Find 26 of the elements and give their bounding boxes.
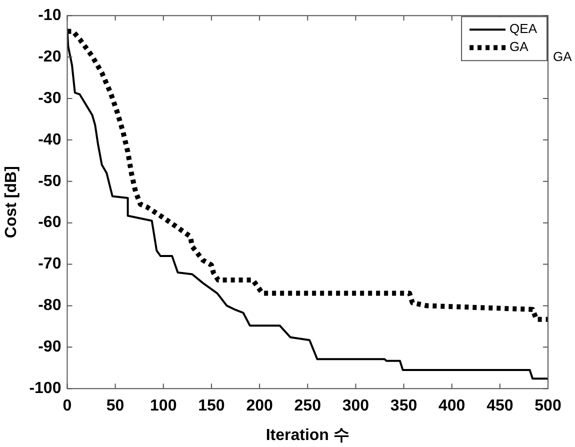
y-tick-label: -30: [38, 90, 62, 107]
y-tick-label: -20: [38, 48, 62, 66]
y-tick-label: -100: [29, 380, 62, 398]
x-tick-label: 300: [342, 398, 370, 415]
x-tick-label: 200: [246, 398, 273, 415]
y-tick-label: -10: [38, 7, 62, 24]
legend-label: GA: [510, 39, 529, 54]
legend-label: QEA: [510, 21, 538, 36]
x-tick-label: 350: [390, 398, 418, 415]
text: GA: [553, 49, 572, 64]
x-tick-label: 500: [534, 398, 562, 415]
x-tick-label: 100: [150, 398, 177, 415]
x-tick-label: 250: [294, 398, 322, 415]
y-tick-label: -80: [38, 297, 62, 314]
y-axis-title: Cost [dB]: [3, 166, 20, 238]
x-tick-label: 150: [198, 398, 225, 415]
y-tick-label: -40: [38, 131, 62, 148]
x-tick-label: 450: [486, 398, 514, 415]
y-tick-label: -50: [38, 172, 62, 190]
x-axis-title: Iteration 수: [266, 426, 350, 444]
y-tick-label: -70: [38, 256, 62, 273]
x-tick-label: 50: [106, 398, 124, 415]
y-tick-label: -60: [38, 214, 62, 232]
x-tick-label: 400: [438, 398, 466, 415]
x-tick-label: 0: [62, 398, 72, 415]
y-tick-label: -90: [38, 338, 62, 356]
